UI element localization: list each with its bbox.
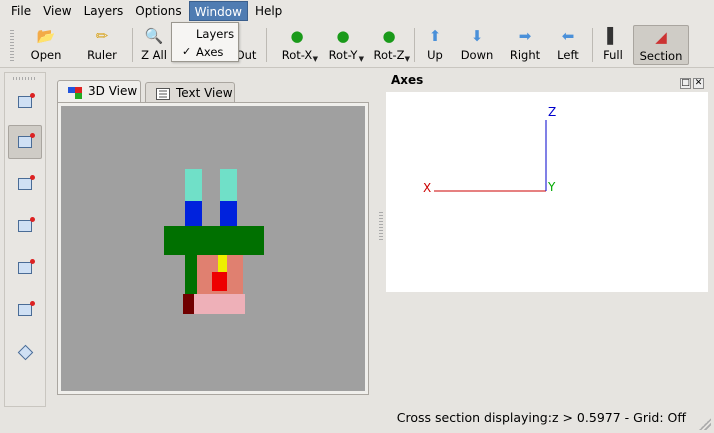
toolbar-separator (592, 28, 593, 62)
down-button[interactable]: ⬇ Down (458, 25, 496, 65)
y-axis-label: Y (547, 180, 556, 194)
text-view-icon (156, 86, 170, 100)
model-block (220, 201, 237, 227)
full-button[interactable]: ▌ Full (598, 25, 628, 65)
section-icon: ◢ (655, 28, 667, 46)
toolbar-separator (414, 28, 415, 62)
rot-y-button[interactable]: ● Rot-Y ▼ (322, 25, 364, 65)
view-front-icon (18, 93, 35, 108)
view-top-icon (18, 259, 35, 274)
close-icon[interactable]: ✕ (693, 78, 704, 89)
open-button[interactable]: 📂 Open (24, 25, 68, 65)
menu-help[interactable]: Help (254, 4, 283, 18)
model-block (164, 226, 264, 255)
model-block (218, 255, 227, 275)
view-top-button[interactable] (8, 251, 42, 285)
arrow-right-icon: ➡ (518, 27, 532, 45)
status-text: Cross section displaying:z > 0.5977 - Gr… (396, 410, 686, 425)
view-perspective-button[interactable] (8, 335, 42, 369)
magnifier-icon: 🔍 (144, 27, 164, 45)
up-button[interactable]: ⬆ Up (420, 25, 450, 65)
rot-x-button[interactable]: ● Rot-X ▼ (276, 25, 318, 65)
menu-window[interactable]: Window (188, 1, 248, 21)
model-block (194, 294, 245, 314)
3d-viewport[interactable] (61, 106, 365, 391)
dropdown-arrow-icon[interactable]: ▼ (358, 55, 364, 63)
view-bottom-icon (18, 301, 35, 316)
arrow-down-icon: ⬇ (470, 27, 484, 45)
axes-panel[interactable]: X Y Z (386, 92, 708, 292)
window-menu-dropdown: Layers ✓ Axes (171, 22, 239, 62)
rotate-x-icon: ● (290, 27, 304, 45)
resize-grip[interactable] (699, 418, 711, 430)
view-iso-button[interactable] (8, 125, 42, 159)
model-block (212, 272, 227, 291)
dropdown-arrow-icon[interactable]: ▼ (404, 55, 410, 63)
model-block (183, 294, 194, 314)
left-button[interactable]: ⬅ Left (552, 25, 584, 65)
x-axis-label: X (423, 181, 431, 195)
menu-view[interactable]: View (43, 4, 72, 18)
view-front-button[interactable] (8, 85, 42, 119)
view-left-button[interactable] (8, 167, 42, 201)
model-block (185, 255, 197, 300)
menu-file[interactable]: File (11, 4, 32, 18)
panel-splitter[interactable] (379, 212, 383, 242)
view-toolbar (4, 72, 46, 407)
view-iso-icon (18, 133, 35, 148)
view-bottom-button[interactable] (8, 293, 42, 327)
zoom-out-button[interactable]: Out (234, 25, 258, 65)
toolbar-separator (266, 28, 267, 62)
status-bar: Cross section displaying:z > 0.5977 - Gr… (0, 404, 714, 433)
toolbar-separator (132, 28, 133, 62)
axes-diagram: X Y Z (423, 105, 556, 195)
ruler-button[interactable]: ✏ Ruler (80, 25, 124, 65)
main-toolbar: 📂 Open ✏ Ruler 🔍 Z All Out ● Rot-X ▼ ● R… (0, 22, 714, 68)
rot-z-button[interactable]: ● Rot-Z ▼ (368, 25, 410, 65)
model-block (185, 169, 202, 201)
model-block (185, 201, 202, 227)
3d-view-icon (68, 85, 82, 99)
window-menu-axes[interactable]: ✓ Axes (182, 45, 224, 59)
full-icon: ▌ (607, 27, 619, 45)
check-icon: ✓ (182, 45, 192, 58)
menu-bar: File View Layers Options Window Help (0, 0, 714, 22)
right-button[interactable]: ➡ Right (506, 25, 544, 65)
arrow-left-icon: ⬅ (561, 27, 575, 45)
float-icon[interactable]: □ (680, 78, 691, 89)
axes-dock-header: Axes □ ✕ (391, 73, 704, 89)
menu-options[interactable]: Options (135, 4, 182, 18)
tab-text-view[interactable]: Text View (145, 82, 235, 102)
toolbar-grip[interactable] (13, 77, 37, 80)
arrow-up-icon: ⬆ (428, 27, 442, 45)
window-menu-layers[interactable]: Layers (196, 27, 235, 41)
view-perspective-icon (17, 344, 33, 360)
view-tabs: 3D View Text View (57, 80, 371, 103)
rotate-z-icon: ● (382, 27, 396, 45)
menu-layers[interactable]: Layers (83, 4, 124, 18)
3d-view-frame (57, 102, 369, 395)
folder-icon: 📂 (36, 27, 56, 45)
view-right-button[interactable] (8, 209, 42, 243)
dropdown-arrow-icon[interactable]: ▼ (312, 55, 318, 63)
view-right-icon (18, 217, 35, 232)
view-left-icon (18, 175, 35, 190)
rotate-y-icon: ● (336, 27, 350, 45)
tab-3d-view[interactable]: 3D View (57, 80, 141, 103)
ruler-icon: ✏ (95, 27, 109, 45)
model-block (220, 169, 237, 201)
z-axis-label: Z (548, 105, 556, 119)
section-button[interactable]: ◢ Section (633, 25, 689, 65)
zoom-all-button[interactable]: 🔍 Z All (136, 25, 172, 65)
toolbar-grip[interactable] (10, 30, 14, 62)
